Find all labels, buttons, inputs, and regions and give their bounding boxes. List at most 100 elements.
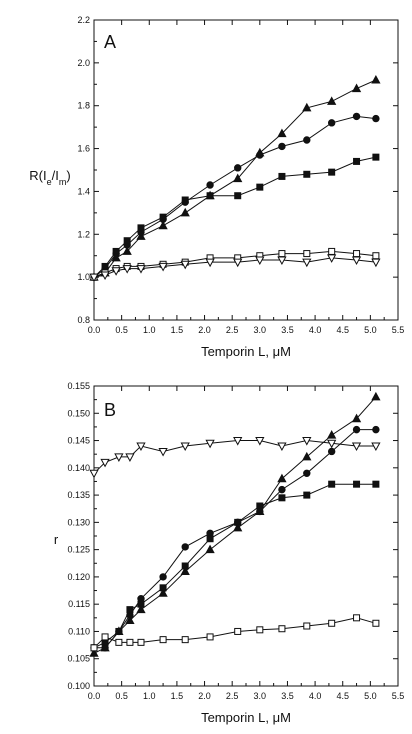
panel-b-point-square-open — [206, 633, 214, 641]
panel-a-point-triangle-open — [277, 256, 287, 266]
panel-b-x-tick-label: 1.5 — [171, 691, 184, 701]
panel-b-y-tick-label: 0.125 — [67, 545, 90, 555]
panel-a-x-tick-label: 5.0 — [364, 325, 377, 335]
panel-b-x-axis-title: Temporin L, μM — [201, 710, 291, 725]
panel-a-point-triangle-open — [255, 256, 265, 266]
panel-b-point-triangle-open — [351, 442, 362, 452]
panel-a-x-tick-label: 2.5 — [226, 325, 239, 335]
panel-a-point-triangle-filled — [136, 231, 146, 240]
panel-a-point-square-filled — [206, 192, 214, 200]
panel-b-point-triangle-open — [89, 469, 99, 479]
panel-b-point-triangle-open — [205, 439, 215, 449]
panel-b-point-triangle-filled — [233, 522, 243, 532]
panel-b-point-square-open — [137, 638, 145, 646]
panel-b-point-circle-filled — [327, 447, 336, 456]
panel-b-point-square-open — [126, 638, 134, 646]
panel-b-point-triangle-filled — [351, 413, 362, 423]
panel-a-point-square-filled — [328, 168, 336, 176]
panel-b-point-triangle-filled — [136, 604, 146, 614]
panel-b-point-square-open — [278, 625, 286, 633]
panel-b-point-triangle-open — [255, 437, 265, 446]
panel-b-point-triangle-open — [180, 442, 190, 452]
panel-a-x-ticks: 0.0 0.5 1.0 1.5 2.0 2.5 3.0 3.5 4.0 4.5 5.0 5.5 — [88, 20, 405, 335]
panel-a-point-square-filled — [112, 247, 120, 255]
panel-a-point-triangle-filled — [180, 207, 190, 217]
panel-a-x-tick-label: 5.5 — [392, 325, 405, 335]
panel-b-letter: B — [104, 400, 116, 420]
panel-a-ylabel-part1: R(I — [29, 168, 46, 183]
panel-b-point-square-open — [303, 622, 311, 630]
panel-a-ylabel-part3: ) — [66, 168, 70, 183]
panel-a-x-tick-label: 0.5 — [115, 325, 128, 335]
panel-b-point-triangle-filled — [277, 473, 287, 483]
panel-b-point-circle-filled — [278, 485, 286, 494]
panel-b-series-line-circle-filled — [94, 429, 376, 649]
panel-b-x-ticks: 0.0 0.5 1.0 1.5 2.0 2.5 3.0 3.5 4.0 4.5 5.0 5.5 — [88, 386, 405, 701]
panel-b-x-tick-label: 0.0 — [88, 691, 101, 701]
panel-b-point-triangle-open — [158, 447, 168, 457]
panel-a-series-line-triangle-filled — [93, 79, 377, 278]
panel-a-point-square-filled — [303, 170, 311, 178]
panel-b-point-triangle-open — [302, 437, 312, 446]
panel-b-x-tick-label: 5.5 — [392, 691, 405, 701]
panel-b-point-triangle-open — [371, 442, 381, 452]
panel-a-point-triangle-open — [89, 273, 99, 283]
panel-a-point-triangle-filled — [302, 102, 312, 112]
panel-b-point-square-open — [90, 644, 98, 652]
panel-b-x-tick-label: 2.0 — [198, 691, 211, 701]
panel-a-x-tick-label: 3.5 — [281, 325, 294, 335]
panel-b-y-tick-label: 0.135 — [67, 490, 90, 500]
panel-b-x-tick-label: 0.5 — [115, 691, 128, 701]
panel-b-point-square-filled — [303, 491, 311, 499]
panel-a-point-triangle-filled — [158, 220, 168, 230]
panel-a-ylabel-sub2: m — [59, 177, 67, 187]
panel-b-point-square-filled — [256, 502, 264, 510]
panel-b-point-circle-filled — [181, 543, 189, 551]
panel-a-letter: A — [104, 32, 116, 52]
panel-a-point-circle-filled — [372, 114, 380, 123]
panel-b-point-triangle-filled — [302, 451, 312, 461]
panel-a-point-square-filled — [372, 153, 380, 161]
panel-b-point-square-open — [353, 614, 361, 622]
panel-b-x-tick-label: 4.0 — [309, 691, 322, 701]
panel-b-point-triangle-filled — [205, 544, 215, 554]
panel-a-point-triangle-open — [122, 265, 132, 274]
panel-a-y-tick-label: 1.8 — [77, 101, 90, 111]
panel-b-point-triangle-filled — [180, 566, 190, 575]
panel-b-point-circle-filled — [303, 469, 311, 477]
panel-b-x-tick-label: 5.0 — [364, 691, 377, 701]
panel-a-point-triangle-open — [205, 258, 215, 268]
panel-a-point-circle-filled — [278, 142, 286, 151]
panel-a-point-square-open — [353, 250, 361, 258]
panel-a-point-square-filled — [353, 157, 361, 165]
panel-a-point-circle-filled — [303, 136, 311, 144]
panel-b-point-triangle-open — [327, 439, 337, 449]
panel-b-point-square-filled — [234, 518, 242, 526]
panel-b: B 0.0 0.5 1.0 1.5 2.0 2.5 3.0 3.5 4.0 4.5 5.0 5.5 0… — [54, 381, 404, 725]
panel-a-point-square-filled — [137, 224, 145, 232]
panel-b-y-tick-label: 0.150 — [67, 408, 90, 418]
panel-a-point-square-filled — [181, 196, 189, 204]
panel-b-point-square-filled — [353, 480, 361, 488]
panel-a-point-circle-filled — [352, 112, 361, 121]
panel-a-point-triangle-filled — [371, 74, 381, 84]
panel-a-ylabel-sub1: e — [47, 177, 52, 187]
panel-b-point-square-filled — [328, 480, 336, 488]
panel-b-point-triangle-open — [114, 453, 124, 462]
panel-a-y-tick-label: 1.4 — [77, 186, 90, 196]
panel-a-point-triangle-open — [327, 254, 337, 263]
panel-b-point-square-open — [328, 619, 336, 627]
panel-a-point-circle-filled — [206, 181, 214, 189]
panel-a-x-tick-label: 1.0 — [143, 325, 156, 335]
panel-a-point-square-open — [278, 250, 286, 258]
panel-a-x-axis-title: Temporin L, μM — [201, 344, 291, 359]
panel-b-point-square-open — [181, 636, 189, 644]
panel-a-x-tick-label: 2.0 — [198, 325, 211, 335]
panel-b-point-circle-filled — [352, 425, 361, 434]
panel-b-point-square-open — [115, 638, 123, 646]
panel-a-point-square-open — [372, 252, 380, 260]
panel-b-point-square-filled — [278, 494, 286, 502]
panel-a-point-triangle-open — [180, 260, 190, 270]
panel-a-x-tick-label: 4.5 — [336, 325, 349, 335]
